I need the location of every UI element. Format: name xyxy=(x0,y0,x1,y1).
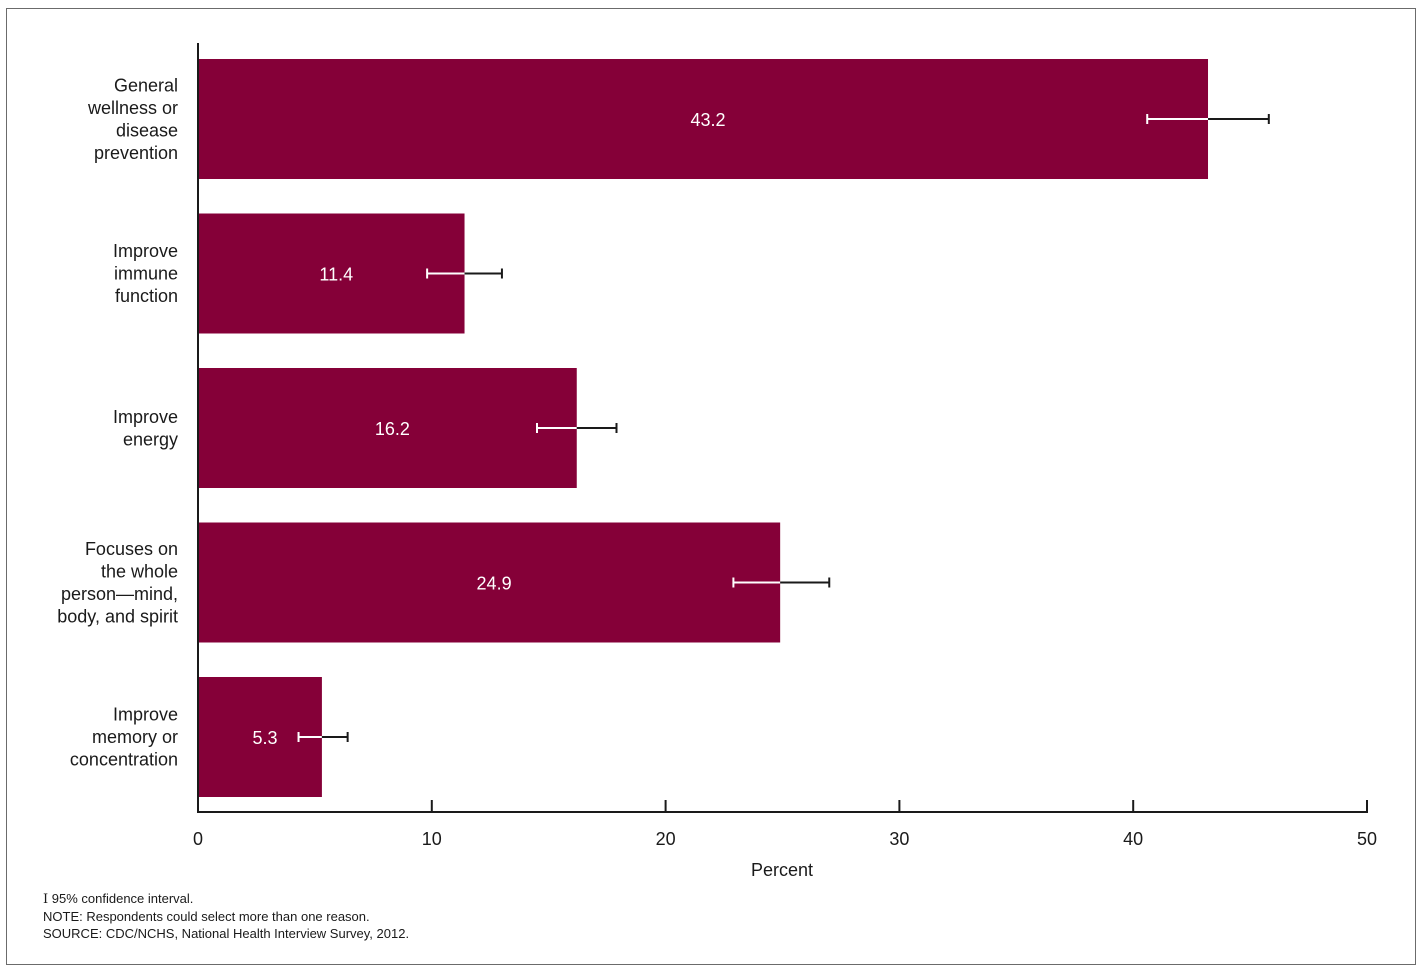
error-bar xyxy=(297,732,349,742)
category-label-line: the whole xyxy=(101,561,178,581)
category-label-line: immune xyxy=(114,264,178,284)
value-label: 16.2 xyxy=(375,419,410,439)
category-label-line: memory or xyxy=(92,727,178,747)
value-label: 24.9 xyxy=(477,574,512,594)
value-labels-layer: 43.2 11.4 16.2 24.9 5.3 xyxy=(252,110,725,748)
error-bar xyxy=(732,577,831,588)
category-label: Improve memory or concentration xyxy=(70,705,178,770)
note-text: NOTE: Respondents could select more than… xyxy=(43,909,370,924)
bar xyxy=(198,522,781,643)
ci-symbol: I xyxy=(43,892,49,907)
category-labels-layer: General wellness or disease prevention Impro… xyxy=(57,75,178,769)
category-label: Improve immune function xyxy=(113,241,178,306)
bar xyxy=(198,59,1209,179)
category-label-line: Improve xyxy=(113,407,178,427)
category-label-line: person—mind, xyxy=(61,584,178,604)
x-tick-label: 0 xyxy=(193,829,203,849)
ci-legend-text: 95% confidence interval. xyxy=(51,891,194,906)
category-label: Improve energy xyxy=(113,407,178,450)
x-axis-title: Percent xyxy=(751,860,813,880)
error-bar xyxy=(536,423,618,433)
category-label-line: Improve xyxy=(113,241,178,261)
x-tick-label: 10 xyxy=(422,829,442,849)
category-label: Focuses on the whole person—mind, body, and… xyxy=(57,539,178,627)
bar xyxy=(198,368,577,488)
x-tick-label: 50 xyxy=(1357,829,1377,849)
value-label: 5.3 xyxy=(252,728,277,748)
category-label-line: function xyxy=(115,286,178,306)
bar xyxy=(198,213,465,334)
x-tick-label: 20 xyxy=(656,829,676,849)
value-label: 43.2 xyxy=(690,110,725,130)
category-label-line: Improve xyxy=(113,705,178,725)
value-label: 11.4 xyxy=(319,265,353,285)
category-label-line: concentration xyxy=(70,750,178,770)
error-bar xyxy=(426,268,503,279)
x-tick-label: 30 xyxy=(889,829,909,849)
x-tick-label: 40 xyxy=(1123,829,1143,849)
category-label-line: Focuses on xyxy=(85,539,178,559)
error-bar xyxy=(1146,114,1270,124)
ci-legend: I 95% confidence interval. xyxy=(43,890,409,908)
error-bars-layer xyxy=(297,114,1270,742)
figure-frame xyxy=(6,8,1416,965)
category-label-line: disease xyxy=(116,120,178,140)
category-label-line: body, and spirit xyxy=(57,606,178,626)
x-ticks-layer: 0 10 20 30 40 50 xyxy=(193,800,1377,849)
source-text: SOURCE: CDC/NCHS, National Health Interv… xyxy=(43,926,410,941)
category-label-line: General xyxy=(114,75,178,95)
bars-layer xyxy=(198,59,1209,797)
category-label-line: wellness or xyxy=(87,98,178,118)
category-label: General wellness or disease prevention xyxy=(87,75,178,163)
footnotes: I 95% confidence interval. NOTE: Respond… xyxy=(43,890,409,942)
category-label-line: energy xyxy=(123,429,178,449)
category-label-line: prevention xyxy=(94,143,178,163)
